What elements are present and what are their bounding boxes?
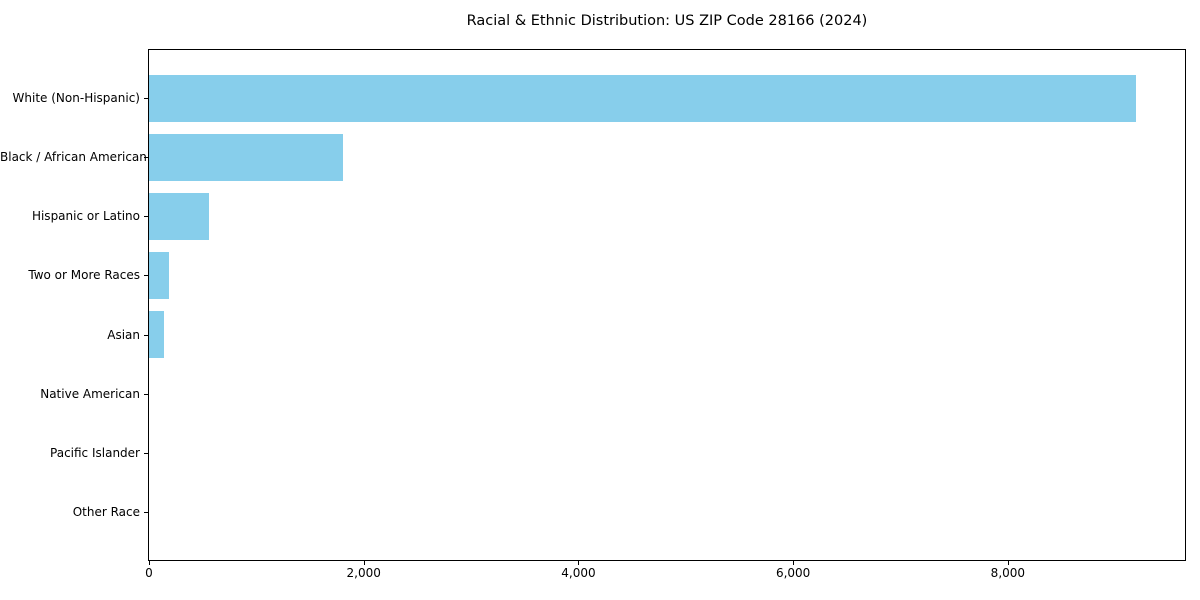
x-tick [1007, 561, 1009, 565]
x-tick-label: 2,000 [346, 566, 381, 580]
chart-title: Racial & Ethnic Distribution: US ZIP Cod… [466, 13, 868, 29]
x-tick-label: 6,000 [775, 566, 811, 580]
y-tick [144, 216, 148, 218]
plot-area [148, 49, 1186, 561]
y-tick [144, 393, 148, 395]
y-tick-label: Other Race [72, 504, 140, 519]
y-tick-label: White (Non-Hispanic) [12, 91, 140, 106]
y-tick [144, 452, 148, 454]
y-tick [144, 334, 148, 336]
y-tick [144, 157, 148, 159]
x-tick [149, 561, 150, 565]
x-tick-label: 8,000 [990, 566, 1026, 580]
y-tick-label: Hispanic or Latino [31, 209, 140, 224]
y-tick [144, 98, 148, 100]
y-tick-label: Native American [40, 386, 140, 401]
bar [149, 74, 1136, 122]
y-tick-label: Two or More Races [28, 268, 140, 283]
bar [149, 311, 165, 359]
x-tick-label: 4,000 [561, 566, 596, 580]
x-tick [793, 561, 795, 565]
bar [149, 133, 344, 181]
y-tick [144, 511, 148, 513]
x-tick-label: 0 [145, 566, 153, 580]
y-tick-label: Black / African American [0, 150, 147, 165]
x-tick [363, 561, 365, 565]
bar [149, 251, 170, 299]
y-tick-label: Asian [107, 327, 140, 342]
bar [149, 192, 210, 240]
y-tick-label: Pacific Islander [50, 445, 140, 460]
x-tick [578, 561, 580, 565]
y-tick [144, 275, 148, 277]
